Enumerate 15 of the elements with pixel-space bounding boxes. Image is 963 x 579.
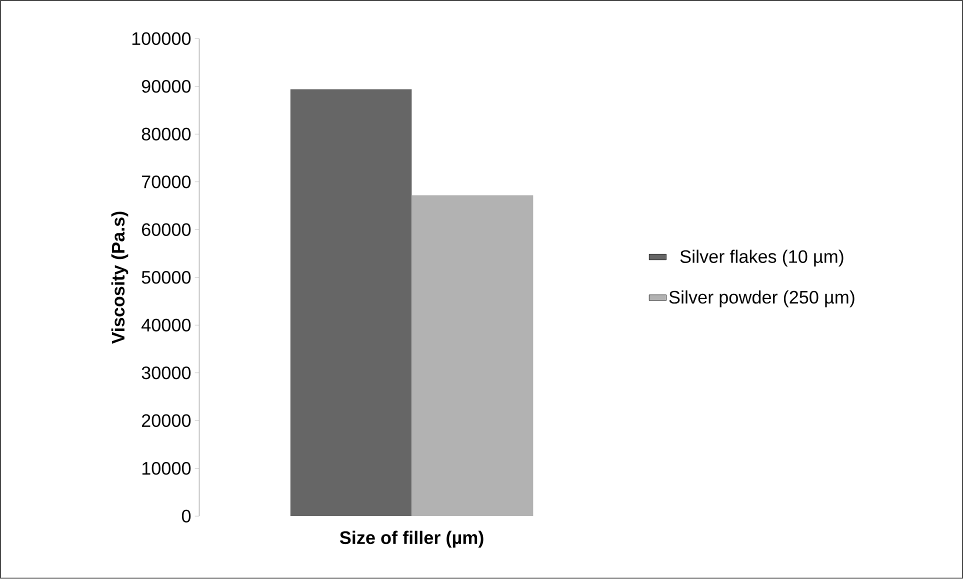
y-tick-label: 80000 bbox=[142, 128, 191, 141]
y-tick-label: 30000 bbox=[142, 366, 191, 380]
y-tick-label: 10000 bbox=[142, 462, 191, 475]
legend-label: Silver flakes (10 µm) bbox=[680, 250, 844, 267]
y-tick-label: 100000 bbox=[132, 32, 191, 46]
y-tick-label: 40000 bbox=[142, 318, 191, 332]
y-tick-label: 60000 bbox=[142, 223, 191, 236]
x-axis-title: Size of filler (µm) bbox=[340, 530, 484, 548]
y-tick-label: 20000 bbox=[142, 414, 191, 428]
y-axis-title: Viscosity (Pa.s) bbox=[111, 212, 128, 344]
y-tick-label: 50000 bbox=[142, 271, 191, 284]
y-tick-label: 0 bbox=[182, 510, 191, 523]
y-tick-label: 90000 bbox=[142, 80, 191, 93]
legend-label: Silver powder (250 µm) bbox=[669, 290, 854, 308]
y-tick-label: 70000 bbox=[142, 176, 191, 188]
